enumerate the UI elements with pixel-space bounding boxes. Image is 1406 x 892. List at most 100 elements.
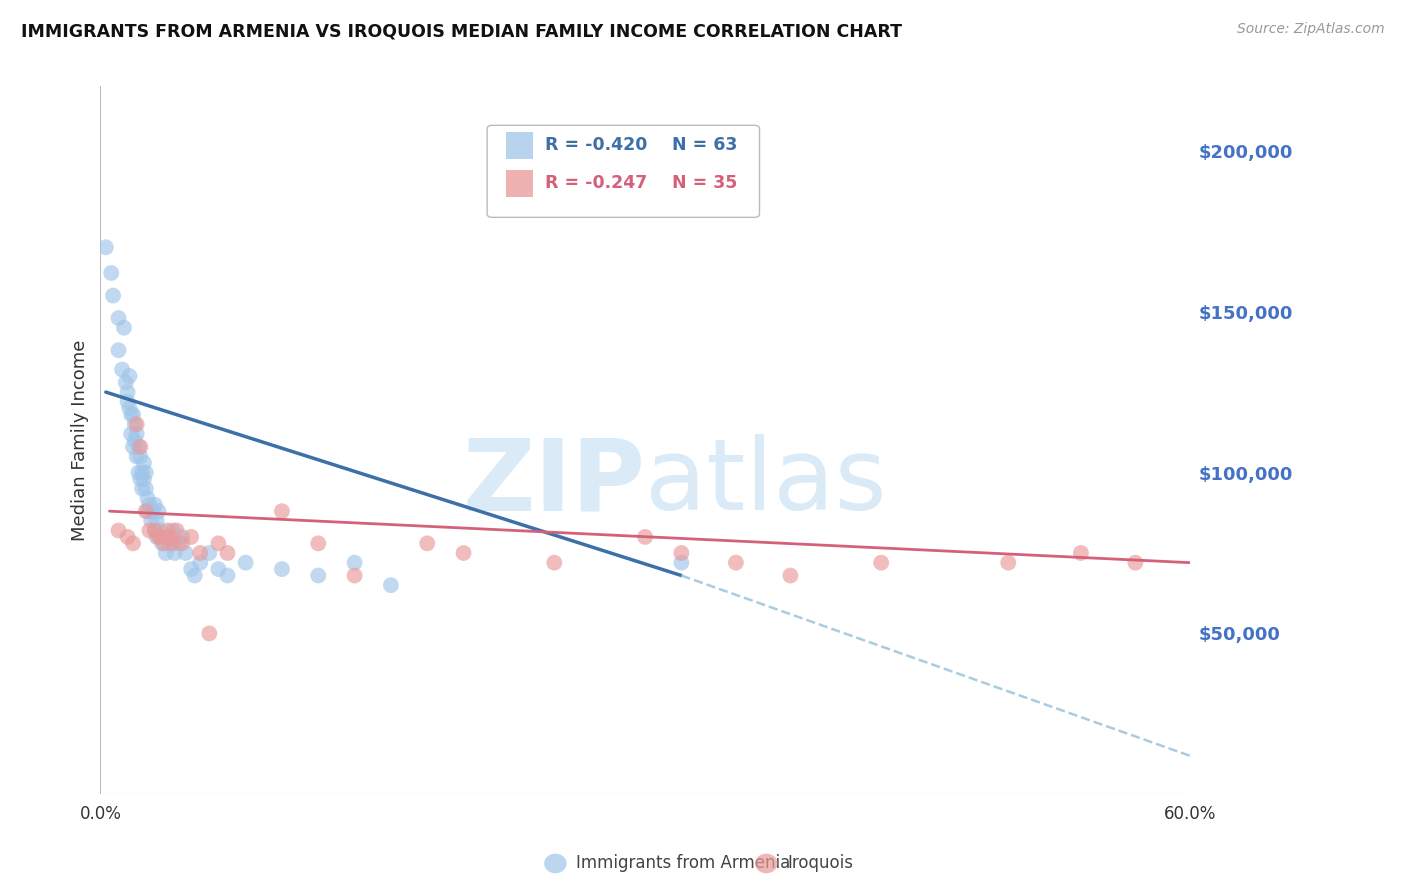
Point (129, 450, 152, 464)
Point (125, 450, 148, 464)
Point (143, 524, 166, 538)
Text: Iroquois: Iroquois (787, 855, 853, 872)
Point (143, 524, 166, 538)
Point (107, 311, 129, 326)
Point (131, 466, 153, 480)
Point (235, 556, 257, 570)
Point (117, 385, 139, 400)
Point (117, 394, 139, 409)
Point (157, 536, 180, 550)
Point (114, 376, 136, 390)
Point (170, 536, 193, 550)
Point (118, 401, 141, 416)
Text: Source: ZipAtlas.com: Source: ZipAtlas.com (1237, 22, 1385, 37)
Point (271, 562, 294, 576)
Point (779, 568, 801, 582)
Point (184, 568, 207, 582)
FancyBboxPatch shape (506, 169, 533, 197)
Point (136, 504, 159, 518)
Point (997, 556, 1019, 570)
Point (117, 530, 139, 544)
Point (122, 440, 145, 454)
Point (153, 536, 176, 550)
Point (145, 530, 167, 544)
Text: R = -0.247: R = -0.247 (546, 174, 647, 193)
Point (125, 417, 148, 432)
Point (149, 524, 172, 538)
Point (135, 482, 157, 496)
Point (343, 556, 366, 570)
Point (148, 530, 170, 544)
Point (122, 408, 145, 422)
Point (207, 562, 229, 576)
Point (148, 504, 170, 518)
Point (149, 530, 172, 544)
Point (180, 562, 202, 576)
Point (124, 434, 146, 448)
Point (120, 408, 142, 422)
Text: N = 63: N = 63 (672, 136, 738, 154)
Text: R = -0.420: R = -0.420 (546, 136, 647, 154)
Point (188, 546, 211, 560)
Point (107, 524, 129, 538)
Point (135, 466, 157, 480)
Point (142, 504, 165, 518)
Text: atlas: atlas (645, 434, 887, 532)
Point (671, 546, 693, 560)
Point (129, 472, 152, 486)
FancyBboxPatch shape (486, 125, 759, 218)
Point (380, 578, 402, 592)
Point (124, 417, 146, 432)
FancyBboxPatch shape (506, 132, 533, 159)
Point (141, 514, 163, 528)
Point (207, 536, 229, 550)
Point (307, 536, 329, 550)
Point (307, 568, 329, 582)
Text: N = 35: N = 35 (672, 174, 738, 193)
Point (271, 504, 294, 518)
Point (125, 426, 148, 441)
Point (132, 456, 155, 470)
Point (188, 556, 211, 570)
Point (453, 546, 475, 560)
Point (167, 536, 190, 550)
Point (118, 369, 141, 384)
Point (111, 362, 134, 376)
Point (138, 498, 160, 512)
Point (156, 530, 179, 544)
Point (100, 266, 122, 280)
Point (217, 568, 239, 582)
Point (131, 482, 153, 496)
Point (724, 556, 747, 570)
Point (120, 426, 142, 441)
Point (543, 556, 565, 570)
Point (157, 530, 180, 544)
Point (138, 524, 160, 538)
Point (162, 536, 184, 550)
Point (1125, 556, 1147, 570)
Text: ZIP: ZIP (463, 434, 645, 532)
Point (107, 343, 129, 358)
Point (217, 546, 239, 560)
Point (174, 546, 197, 560)
Point (127, 440, 149, 454)
Point (180, 530, 202, 544)
Point (112, 320, 135, 334)
Point (198, 546, 221, 560)
Point (416, 536, 439, 550)
Point (162, 524, 184, 538)
Point (155, 546, 177, 560)
Point (145, 514, 167, 528)
Point (127, 466, 149, 480)
Point (198, 626, 221, 640)
Point (870, 556, 893, 570)
Point (634, 530, 657, 544)
Text: Immigrants from Armenia: Immigrants from Armenia (576, 855, 790, 872)
Text: IMMIGRANTS FROM ARMENIA VS IROQUOIS MEDIAN FAMILY INCOME CORRELATION CHART: IMMIGRANTS FROM ARMENIA VS IROQUOIS MEDI… (21, 22, 903, 40)
Point (671, 556, 693, 570)
Point (129, 440, 152, 454)
Point (153, 530, 176, 544)
Point (343, 568, 366, 582)
Point (170, 530, 193, 544)
Y-axis label: Median Family Income: Median Family Income (72, 340, 89, 541)
